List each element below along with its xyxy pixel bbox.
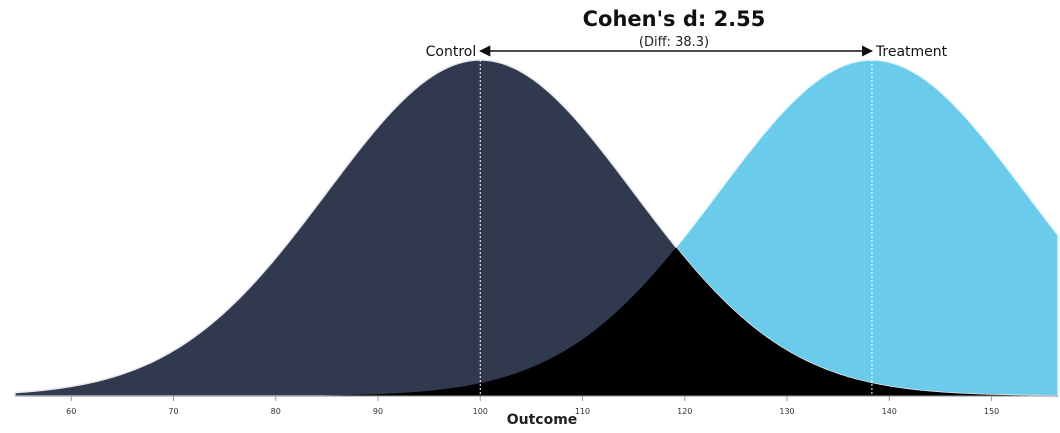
distribution-curves xyxy=(14,59,1059,397)
x-tick-label: 100 xyxy=(473,407,488,416)
x-tick-label: 130 xyxy=(779,407,794,416)
x-axis-ticks: 60 70 80 90 100 110 120 130 140 150 xyxy=(66,396,999,416)
x-tick-label: 90 xyxy=(373,407,383,416)
overlap-region xyxy=(15,247,1058,396)
x-tick-label: 70 xyxy=(168,407,178,416)
mean-lines xyxy=(479,60,873,396)
control-label: Control xyxy=(426,44,477,60)
x-tick-label: 140 xyxy=(882,407,897,416)
x-tick-label: 60 xyxy=(66,407,76,416)
chart-subtitle: (Diff: 38.3) xyxy=(639,35,709,50)
x-axis-title: Outcome xyxy=(507,412,578,428)
treatment-label: Treatment xyxy=(875,44,948,60)
x-tick-label: 80 xyxy=(271,407,281,416)
x-tick-label: 110 xyxy=(575,407,590,416)
x-tick-label: 120 xyxy=(677,407,692,416)
x-tick-label: 150 xyxy=(984,407,999,416)
chart-title: Cohen's d: 2.55 xyxy=(583,7,766,31)
